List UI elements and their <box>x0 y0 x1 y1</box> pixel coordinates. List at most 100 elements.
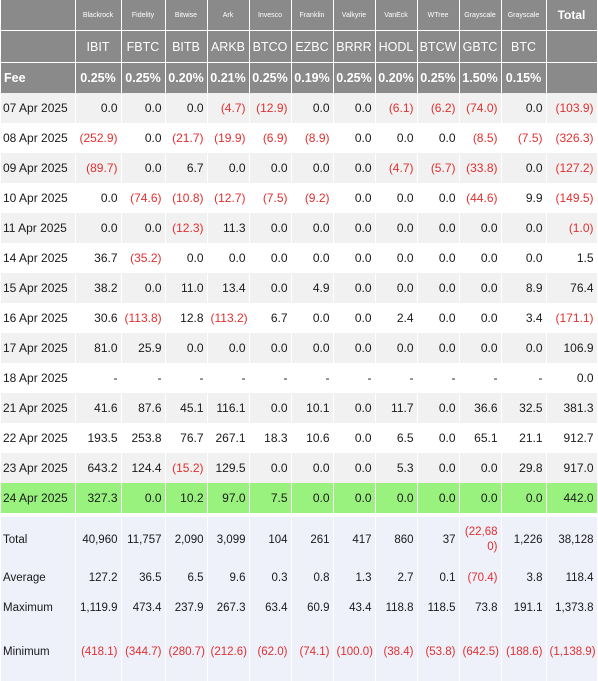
flow-value: 0.0 <box>417 453 460 483</box>
flow-value: 36.6 <box>459 393 502 423</box>
fee-value: 0.25% <box>417 62 460 93</box>
stat-value: (188.6) <box>501 623 547 681</box>
flow-value: 0.0 <box>501 243 547 273</box>
flow-value: (6.9) <box>249 123 292 153</box>
flow-value: 0.0 <box>375 273 418 303</box>
fee-value: 0.21% <box>207 62 250 93</box>
stat-value: 63.4 <box>249 593 292 623</box>
stat-value: 127.2 <box>75 563 122 593</box>
stat-value: 860 <box>375 517 418 563</box>
flow-value: (6.2) <box>417 93 460 123</box>
flow-value: 0.0 <box>417 183 460 213</box>
flow-value: 0.0 <box>333 273 376 303</box>
flow-value: 13.4 <box>207 273 250 303</box>
row-date: 14 Apr 2025 <box>1 243 76 273</box>
flow-value: 0.0 <box>291 213 334 243</box>
flow-value: (7.5) <box>249 183 292 213</box>
flow-value: - <box>249 363 292 393</box>
flow-value: 0.0 <box>291 153 334 183</box>
flow-value: 11.0 <box>165 273 208 303</box>
flow-value: - <box>333 363 376 393</box>
flow-value: - <box>291 363 334 393</box>
flow-value: - <box>501 363 547 393</box>
fee-value: 0.20% <box>165 62 208 93</box>
ticker-symbol: FBTC <box>121 30 166 63</box>
flow-value: 0.0 <box>291 453 334 483</box>
stat-value: (212.6) <box>207 623 250 681</box>
stat-total: 1,373.8 <box>546 593 598 623</box>
separator-cell <box>291 513 334 517</box>
flow-value: (10.8) <box>165 183 208 213</box>
stat-value: 473.4 <box>121 593 166 623</box>
issuer-name: Blackrock <box>75 0 122 31</box>
separator-cell <box>1 513 76 517</box>
flow-value: (6.1) <box>375 93 418 123</box>
row-date: 24 Apr 2025 <box>1 483 76 513</box>
average-row: Average 127.2 36.5 6.5 9.6 0.3 0.8 1.3 2.7 0.1 (70… <box>1 563 598 593</box>
flow-value: 12.8 <box>165 303 208 333</box>
flow-value: 0.0 <box>249 333 292 363</box>
flow-value: 0.0 <box>459 483 502 513</box>
flow-value: 0.0 <box>75 183 122 213</box>
fee-label: Fee <box>1 62 76 93</box>
table-row: 15 Apr 2025 38.2 0.0 11.0 13.4 0.0 4.9 0.0 0.0 0.… <box>1 273 598 303</box>
flow-value: (8.5) <box>459 123 502 153</box>
separator-cell <box>249 513 292 517</box>
stat-value: 0.1 <box>417 563 460 593</box>
flow-value: 0.0 <box>333 123 376 153</box>
flow-value: 0.0 <box>501 483 547 513</box>
flow-value: 25.9 <box>121 333 166 363</box>
flow-value: 0.0 <box>459 333 502 363</box>
row-date: 23 Apr 2025 <box>1 453 76 483</box>
flow-value: 0.0 <box>165 333 208 363</box>
row-date: 08 Apr 2025 <box>1 123 76 153</box>
flow-value: 65.1 <box>459 423 502 453</box>
flow-value: 0.0 <box>207 333 250 363</box>
row-total: (149.5) <box>546 183 598 213</box>
flow-value: 6.7 <box>249 303 292 333</box>
issuer-name: Franklin <box>291 0 334 31</box>
issuer-name: Grayscale <box>501 0 547 31</box>
table-row: 10 Apr 2025 0.0 (74.6) (10.8) (12.7) (7.5) (9.… <box>1 183 598 213</box>
flow-value: 32.5 <box>501 393 547 423</box>
flow-value: 76.7 <box>165 423 208 453</box>
flow-value: 0.0 <box>249 453 292 483</box>
table-row: 18 Apr 2025- - - - - - - - - - -0.0 <box>1 363 598 393</box>
flow-value: 11.7 <box>375 393 418 423</box>
stat-value: 2.7 <box>375 563 418 593</box>
row-total: (103.9) <box>546 93 598 123</box>
issuer-name: Grayscale <box>459 0 502 31</box>
stat-value: 0.8 <box>291 563 334 593</box>
flow-value: 0.0 <box>501 93 547 123</box>
row-total: 76.4 <box>546 273 598 303</box>
stat-value: (642.5) <box>459 623 502 681</box>
flow-value: 5.3 <box>375 453 418 483</box>
flow-value: 124.4 <box>121 453 166 483</box>
flow-value: (8.9) <box>291 123 334 153</box>
flow-value: 0.0 <box>333 483 376 513</box>
row-date: 09 Apr 2025 <box>1 153 76 183</box>
flow-value: 129.5 <box>207 453 250 483</box>
ticker-symbol: BRRR <box>333 30 376 63</box>
stat-value: 9.6 <box>207 563 250 593</box>
flow-value: 0.0 <box>333 213 376 243</box>
stat-value: 1,119.9 <box>75 593 122 623</box>
flow-value: (7.5) <box>501 123 547 153</box>
row-total: (326.3) <box>546 123 598 153</box>
fee-value: 0.25% <box>121 62 166 93</box>
stat-value: 6.5 <box>165 563 208 593</box>
table-row: 23 Apr 2025 643.2 124.4 (15.2) 129.5 0.0 0.0 0.… <box>1 453 598 483</box>
table-row: 21 Apr 2025 41.6 87.6 45.1 116.1 0.0 10.1 0.0 11… <box>1 393 598 423</box>
flow-value: 0.0 <box>249 273 292 303</box>
stat-value: (100.0) <box>333 623 376 681</box>
stat-value: (70.4) <box>459 563 502 593</box>
total-row: Total 40,960 11,757 2,090 3,099 104 261 417 860 3… <box>1 517 598 563</box>
issuer-name: Invesco <box>249 0 292 31</box>
flow-value: 0.0 <box>121 273 166 303</box>
fee-value: 0.19% <box>291 62 334 93</box>
fee-value: 0.20% <box>375 62 418 93</box>
flow-value: 0.0 <box>375 483 418 513</box>
flow-value: 0.0 <box>333 453 376 483</box>
row-date: 15 Apr 2025 <box>1 273 76 303</box>
flow-value: (74.0) <box>459 93 502 123</box>
